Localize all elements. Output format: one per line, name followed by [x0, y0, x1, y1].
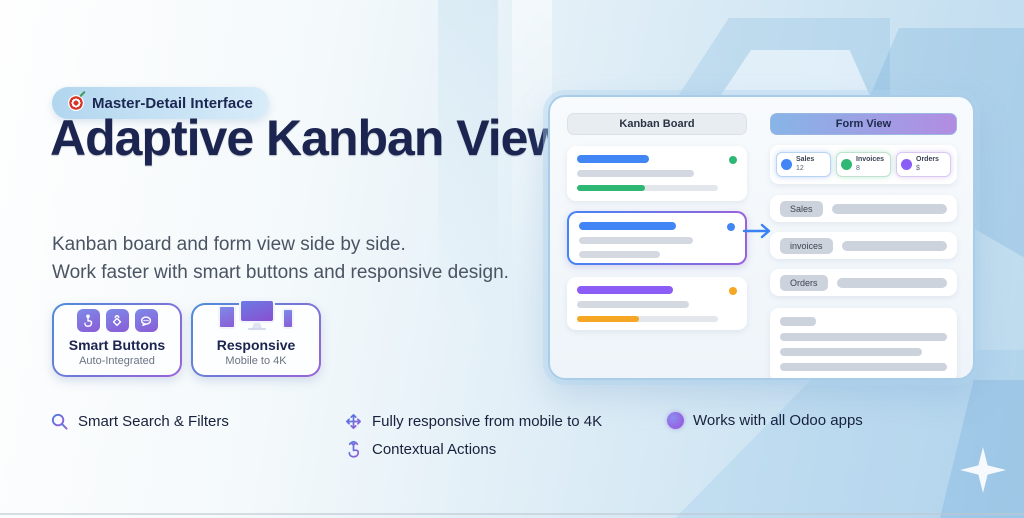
background-polygon	[720, 50, 870, 96]
notes-line	[780, 348, 922, 356]
feature-search: Smart Search & Filters	[50, 412, 229, 431]
smart-buttons-subtitle: Auto-Integrated	[79, 355, 155, 367]
monitor-icon	[239, 299, 275, 323]
status-dot	[727, 223, 735, 231]
field-label: Orders	[780, 274, 828, 291]
subtitle-line-1: Kanban board and form view side by side.	[52, 234, 406, 255]
progress-track	[577, 316, 718, 322]
form-field-orders: Orders	[770, 269, 957, 296]
notes-chip	[780, 317, 816, 326]
feature-cards-row: Smart Buttons Auto-Integrated Responsive…	[52, 299, 321, 377]
feature-badge: Master-Detail Interface	[52, 87, 269, 119]
smart-buttons-bar: Sales 12 Invoices 8 Orders $	[770, 145, 957, 184]
form-field-invoices: invoices	[770, 232, 957, 259]
stat-circle	[841, 159, 852, 170]
smart-buttons-card: Smart Buttons Auto-Integrated	[52, 303, 182, 377]
feature-search-label: Smart Search & Filters	[78, 413, 229, 430]
divider	[0, 513, 1024, 515]
card-title-bar	[579, 222, 676, 230]
detail-arrow-icon	[742, 222, 774, 245]
feature-odoo: Works with all Odoo apps	[667, 412, 863, 429]
smart-button-sales[interactable]: Sales 12	[776, 152, 831, 177]
progress-track	[577, 185, 718, 191]
smart-button-orders[interactable]: Orders $	[896, 152, 951, 177]
stat-value: $	[916, 165, 920, 172]
kanban-card-selected[interactable]	[567, 211, 747, 265]
target-icon	[68, 95, 84, 111]
field-value-bar	[836, 277, 947, 288]
form-panel: Form View Sales 12 Invoices 8 Orders	[770, 113, 957, 378]
field-value-bar	[841, 240, 947, 251]
feature-responsive-label: Fully responsive from mobile to 4K	[372, 413, 603, 430]
progress-fill	[577, 316, 639, 322]
form-field-sales: Sales	[770, 195, 957, 222]
card-text-bar	[577, 301, 689, 308]
smart-buttons-title: Smart Buttons	[68, 337, 166, 353]
stat-label: Sales	[796, 156, 815, 163]
card-title-bar	[577, 155, 649, 163]
status-dot	[729, 287, 737, 295]
tablet-icon	[218, 305, 236, 329]
feature-contextual-label: Contextual Actions	[372, 441, 497, 458]
feature-responsive: Fully responsive from mobile to 4K	[344, 412, 602, 431]
page-title: Adaptive Kanban View	[50, 110, 566, 166]
field-value-bar	[831, 203, 947, 214]
notes-line	[780, 378, 880, 380]
field-label: Sales	[780, 200, 823, 217]
page-subtitle: Kanban board and form view side by side.…	[52, 231, 572, 287]
card-text-bar	[577, 170, 694, 177]
phone-icon	[282, 308, 294, 329]
field-label: invoices	[780, 237, 833, 254]
move-icon	[345, 413, 362, 430]
kanban-card[interactable]	[567, 277, 747, 330]
form-notes-section	[770, 308, 957, 380]
kanban-card[interactable]	[567, 146, 747, 201]
smart-button-invoices[interactable]: Invoices 8	[836, 152, 891, 177]
bag-icon	[105, 309, 129, 332]
devices-illustration	[210, 299, 302, 333]
feature-odoo-label: Works with all Odoo apps	[693, 412, 863, 429]
smart-buttons-icons	[76, 309, 158, 332]
subtitle-line-2: Work faster with smart buttons and respo…	[52, 262, 509, 283]
tap-icon	[348, 440, 360, 458]
card-text-bar	[579, 251, 661, 258]
circle-icon	[667, 412, 684, 429]
tab-form-view[interactable]: Form View	[770, 113, 957, 135]
notes-line	[780, 363, 947, 371]
responsive-subtitle: Mobile to 4K	[225, 355, 287, 367]
app-mockup-window: Kanban Board	[548, 95, 975, 380]
stat-label: Invoices	[856, 156, 885, 163]
search-icon	[51, 413, 68, 430]
stat-value: 8	[856, 165, 860, 172]
responsive-card: Responsive Mobile to 4K	[191, 299, 321, 377]
kanban-panel: Kanban Board	[567, 113, 747, 362]
card-title-bar	[577, 286, 673, 294]
feature-contextual: Contextual Actions	[344, 440, 496, 459]
stat-value: 12	[796, 165, 804, 172]
stat-circle	[901, 159, 912, 170]
responsive-title: Responsive	[216, 337, 296, 353]
chat-icon	[134, 309, 158, 332]
status-dot	[729, 156, 737, 164]
stat-label: Orders	[916, 156, 939, 163]
background-polygon	[940, 380, 1024, 518]
sparkle-icon	[960, 447, 1006, 493]
background-polygon	[676, 18, 890, 98]
badge-label: Master-Detail Interface	[92, 94, 253, 112]
tap-icon	[76, 309, 100, 332]
stat-circle	[781, 159, 792, 170]
tab-kanban-board[interactable]: Kanban Board	[567, 113, 747, 135]
notes-line	[780, 333, 947, 341]
card-text-bar	[579, 237, 693, 244]
progress-fill	[577, 185, 645, 191]
